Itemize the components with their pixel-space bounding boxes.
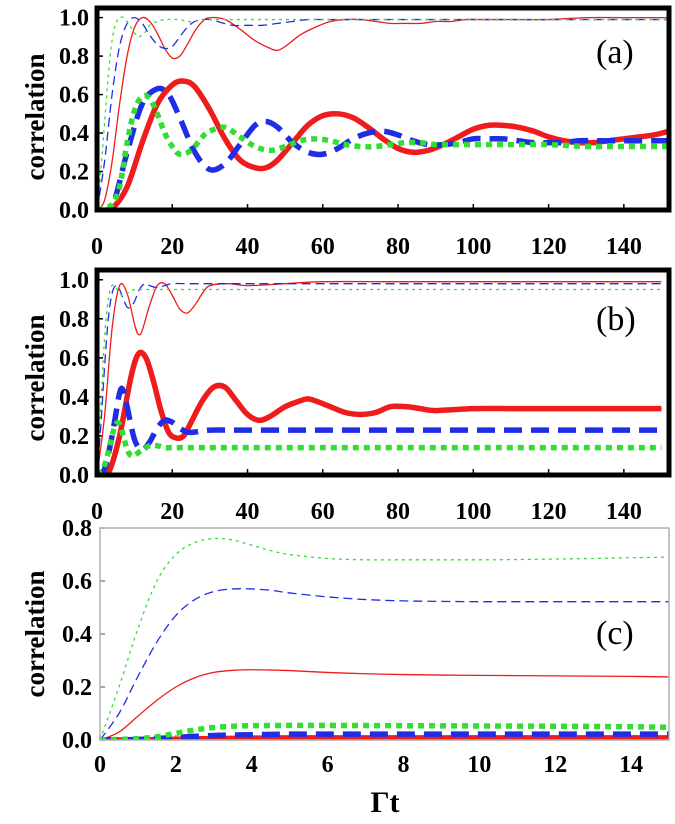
panel-a-ytick-label: 1.0 xyxy=(59,6,89,32)
panel-c-series-green-thick xyxy=(100,722,669,740)
panel-a-ytick-label: 0.4 xyxy=(59,121,89,147)
panel-c-ytick-label: 0.6 xyxy=(62,569,92,595)
panel-a-xtick-label: 60 xyxy=(311,234,335,260)
panel-b-xtick-label: 40 xyxy=(236,499,260,525)
panel-a-ytick-label: 0.0 xyxy=(59,198,89,224)
panel-b-xtick-label: 60 xyxy=(311,499,335,525)
panel-b-series-red-thick xyxy=(97,349,662,475)
panel-b-label: (b) xyxy=(596,301,636,338)
panel-b-xtick-label: 80 xyxy=(386,499,410,525)
panel-b-ylabel: correlation xyxy=(20,315,50,442)
panel-c-xlabel: Γt xyxy=(370,786,399,819)
panel-b-series-green-thick xyxy=(97,420,662,475)
panel-a-xtick-label: 100 xyxy=(455,234,491,260)
panel-a-series-green-thin xyxy=(97,16,669,210)
panel-c-ytick-label: 0.0 xyxy=(62,728,92,754)
panel-c-ticks: 0 2 4 6 8 10 12 14 0.0 0.2 0.4 0.6 0.8 xyxy=(62,516,643,778)
panel-b-series-green-thin xyxy=(97,284,662,475)
panel-a-curves xyxy=(97,16,669,210)
panel-b-curves xyxy=(97,280,662,475)
panel-c-series-blue-thick xyxy=(100,731,669,740)
panel-c-xtick-label: 14 xyxy=(619,752,643,778)
panel-a-label: (a) xyxy=(596,34,634,71)
panel-b-series-blue-thick xyxy=(97,385,662,475)
panel-c-series-red-thin xyxy=(100,669,669,740)
panel-c-series-blue-thin xyxy=(100,588,669,740)
panel-b-ytick-label: 0.8 xyxy=(59,307,89,333)
panel-c-ylabel: correlation xyxy=(20,571,50,698)
panel-a-xtick-label: 120 xyxy=(531,234,567,260)
panel-a-ytick-label: 0.8 xyxy=(59,44,89,70)
panel-b-xtick-label: 0 xyxy=(91,499,103,525)
panel-c-label: (c) xyxy=(596,615,634,652)
panel-a-series-red-thin xyxy=(97,16,669,210)
panel-b-xtick-label: 120 xyxy=(531,499,567,525)
panel-c-xtick-label: 8 xyxy=(397,752,409,778)
panel-c-xtick-label: 12 xyxy=(543,752,567,778)
panel-c: correlation 0 2 4 6 8 10 12 14 0.0 0.2 0.4 0.6 0.8 (… xyxy=(20,516,670,819)
panel-a-xtick-label: 20 xyxy=(160,234,184,260)
panel-b-xtick-label: 20 xyxy=(160,499,184,525)
panel-b-ytick-label: 0.6 xyxy=(59,346,89,372)
panel-b-series-blue-thin xyxy=(97,282,662,475)
panel-a-xtick-label: 80 xyxy=(386,234,410,260)
panel-b-ytick-label: 0.0 xyxy=(59,463,89,489)
panel-b-ytick-label: 0.2 xyxy=(59,424,89,450)
panel-c-ytick-label: 0.4 xyxy=(62,622,92,648)
panel-a-xtick-label: 140 xyxy=(606,234,642,260)
panel-a-series-blue-thin xyxy=(97,16,669,210)
panel-b: correlation 0 20 40 60 80 100 120 1400.00.20.40… xyxy=(20,267,672,525)
panel-b-ytick-label: 1.0 xyxy=(59,268,89,294)
panel-c-xtick-label: 2 xyxy=(170,752,182,778)
panel-c-ytick-label: 0.8 xyxy=(62,516,92,542)
panel-c-frame xyxy=(99,527,670,741)
panel-a-series-blue-thick xyxy=(97,85,669,210)
panel-c-xtick-label: 6 xyxy=(322,752,334,778)
panel-a: correlation 0 20 40 60 80 100 120 1400.00.20.40… xyxy=(20,5,672,260)
panel-c-xtick-label: 4 xyxy=(246,752,258,778)
panel-a-xtick-label: 40 xyxy=(236,234,260,260)
panel-a-ytick-label: 0.6 xyxy=(59,83,89,109)
panel-c-xtick-label: 0 xyxy=(94,752,106,778)
panel-a-series-green-thick xyxy=(97,92,669,210)
panel-c-ytick-label: 0.2 xyxy=(62,675,92,701)
panel-b-frame xyxy=(94,267,672,478)
panel-c-curves xyxy=(100,537,669,740)
panel-a-series-red-thick xyxy=(97,78,669,210)
panel-a-frame xyxy=(94,5,672,213)
panel-a-ylabel: correlation xyxy=(20,54,50,181)
panel-b-ytick-label: 0.4 xyxy=(59,385,89,411)
panel-c-series-green-thin xyxy=(100,537,669,740)
panel-c-xtick-label: 10 xyxy=(467,752,491,778)
panel-a-ticks: 0 20 40 60 80 100 120 140 0.0 0.2 0.4 0.6 0.8 1.0 xyxy=(59,6,642,260)
panel-b-xtick-label: 100 xyxy=(455,499,491,525)
panel-b-xtick-label: 140 xyxy=(606,499,642,525)
panel-b-ticks: 0 20 40 60 80 100 120 140 0.0 0.2 0.4 0.6 0.8 1.0 xyxy=(59,268,642,525)
panel-a-xtick-label: 0 xyxy=(91,234,103,260)
panel-a-ytick-label: 0.2 xyxy=(59,160,89,186)
